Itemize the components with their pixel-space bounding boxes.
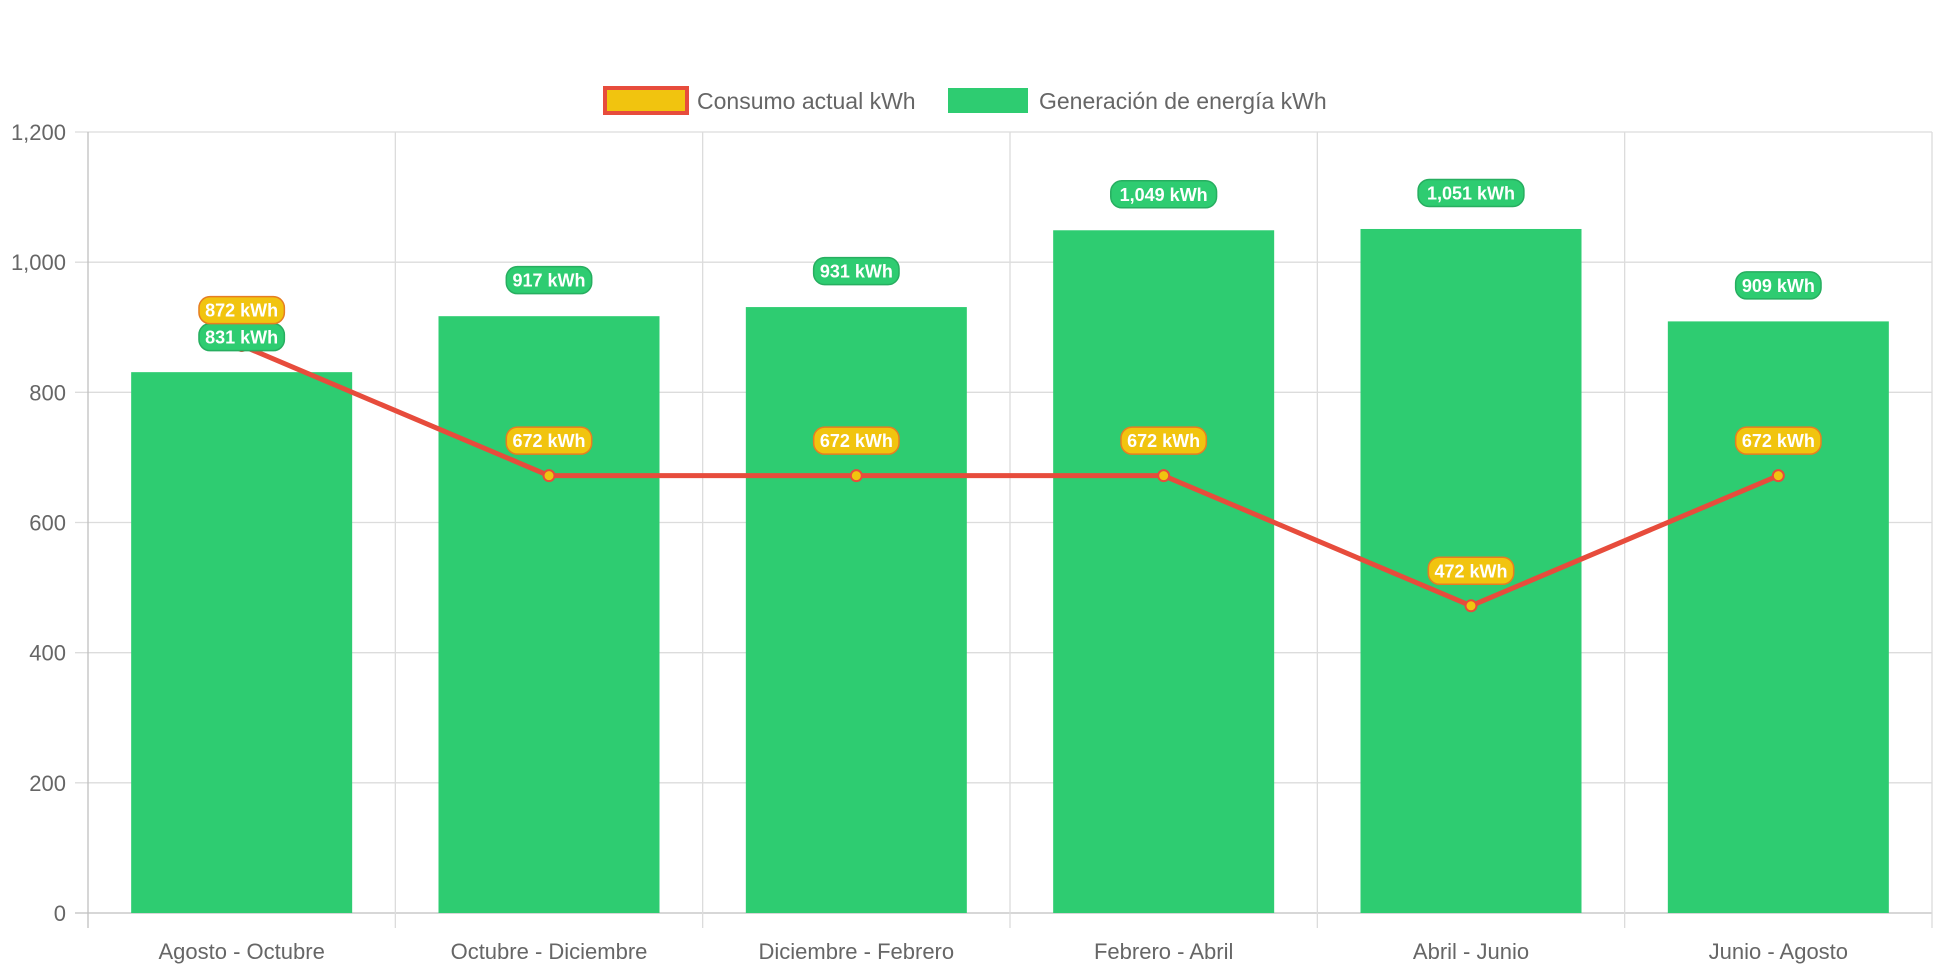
data-labels: 831 kWh 917 kWh 931 kWh 1,049 kWh 1,051 kWh 9… — [198, 178, 1822, 586]
bar-value-label-text: 909 kWh — [1742, 276, 1815, 296]
x-tick-label: Octubre - Diciembre — [451, 939, 648, 964]
bar-octubre-diciembre — [438, 316, 660, 914]
legend-swatch-generacion — [948, 88, 1028, 113]
legend-label-generacion: Generación de energía kWh — [1039, 88, 1327, 114]
line-point-octubre-diciembre — [542, 469, 556, 483]
line-value-label: 672 kWh — [812, 426, 900, 455]
y-tick-label: 0 — [54, 901, 66, 926]
y-tick-label: 1,000 — [11, 250, 66, 275]
line-value-label: 472 kWh — [1427, 556, 1515, 586]
bar-value-label: 917 kWh — [505, 265, 593, 295]
line-value-label-text: 872 kWh — [205, 301, 278, 321]
bar-value-label: 909 kWh — [1734, 271, 1822, 300]
line-value-label-text: 672 kWh — [1742, 431, 1815, 451]
consumo-line — [239, 342, 1781, 609]
x-tick-label: Febrero - Abril — [1094, 939, 1233, 964]
bar-junio-agosto — [1667, 321, 1889, 914]
line-value-label: 872 kWh — [198, 295, 286, 325]
line-point-diciembre-febrero — [849, 469, 863, 483]
y-tick-label: 200 — [29, 771, 66, 796]
line-value-label-text: 672 kWh — [512, 431, 585, 451]
bar-diciembre-febrero — [745, 307, 967, 913]
x-tick-label: Diciembre - Febrero — [759, 939, 955, 964]
bar-value-label: 1,049 kWh — [1110, 180, 1218, 209]
line-point-febrero-abril — [1157, 469, 1171, 483]
bar-value-label-text: 917 kWh — [512, 271, 585, 291]
x-axis: Agosto - Octubre Octubre - Diciembre Dicie… — [159, 939, 1849, 964]
bar-value-label-text: 1,051 kWh — [1427, 183, 1515, 203]
line-value-label: 672 kWh — [1120, 426, 1208, 455]
x-tick-label: Agosto - Octubre — [159, 939, 325, 964]
y-tick-label: 1,200 — [11, 120, 66, 145]
line-point-junio-agosto — [1771, 469, 1785, 483]
line-value-label-text: 672 kWh — [1127, 431, 1200, 451]
bar-value-label: 1,051 kWh — [1417, 178, 1525, 208]
bar-value-label-text: 1,049 kWh — [1120, 185, 1208, 205]
y-axis: 0 200 400 600 800 1,000 1,200 — [11, 120, 66, 926]
line-series-consumo — [235, 338, 1785, 613]
legend-label-consumo: Consumo actual kWh — [697, 88, 916, 114]
bar-series-generacion — [131, 228, 1889, 914]
bar-value-label: 931 kWh — [812, 256, 900, 286]
chart-legend: Consumo actual kWh Generación de energía … — [603, 86, 1327, 115]
chart-grid — [75, 131, 1933, 928]
y-tick-label: 600 — [29, 511, 66, 536]
bar-value-label: 831 kWh — [198, 322, 286, 352]
y-tick-label: 800 — [29, 380, 66, 405]
bar-agosto-octubre — [131, 372, 353, 914]
line-value-label: 672 kWh — [505, 426, 593, 455]
line-value-label: 672 kWh — [1734, 426, 1822, 455]
y-tick-label: 400 — [29, 641, 66, 666]
line-value-label-text: 672 kWh — [820, 431, 893, 451]
x-tick-label: Abril - Junio — [1413, 939, 1529, 964]
line-point-abril-junio — [1464, 599, 1478, 613]
bar-value-label-text: 831 kWh — [205, 328, 278, 348]
bar-febrero-abril — [1053, 230, 1275, 914]
bar-value-label-text: 931 kWh — [820, 262, 893, 282]
line-value-label-text: 472 kWh — [1434, 561, 1507, 581]
x-tick-label: Junio - Agosto — [1709, 939, 1848, 964]
legend-swatch-consumo — [603, 86, 689, 115]
